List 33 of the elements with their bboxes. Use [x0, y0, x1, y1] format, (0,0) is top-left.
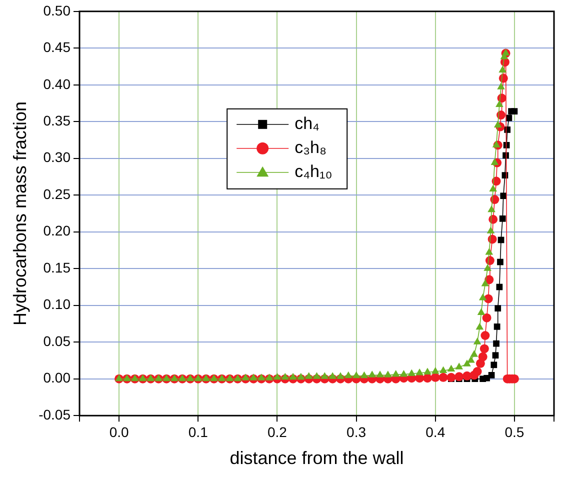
point: [499, 215, 506, 222]
x-tick-label: 0.5: [504, 424, 524, 440]
y-tick-label: 0.45: [43, 39, 71, 56]
x-tick-label: 0.3: [346, 424, 366, 440]
point: [494, 323, 500, 330]
legend-label: c₄h₁₀: [294, 162, 332, 182]
point: [493, 340, 500, 347]
point: [497, 258, 504, 266]
x-tick-label: 0.0: [109, 424, 129, 440]
y-tick-label: 0.10: [43, 296, 71, 312]
y-tick-label: 0.00: [43, 370, 71, 386]
point: [494, 305, 502, 312]
y-tick-label: 0.20: [43, 222, 71, 239]
y-tick-label: 0.05: [43, 332, 71, 349]
y-tick-label: 0.35: [43, 112, 71, 128]
x-tick-label: 0.1: [188, 424, 208, 440]
y-tick-label: 0.50: [43, 2, 71, 18]
y-axis-title: Hydrocarbons mass fraction: [10, 101, 30, 326]
point: [490, 362, 498, 368]
y-tick-label: 0.30: [43, 149, 71, 166]
point: [492, 352, 499, 359]
point: [488, 372, 495, 378]
y-tick-label: 0.15: [43, 259, 71, 276]
legend-label: ch₄: [294, 114, 320, 134]
point: [500, 192, 507, 200]
point: [511, 108, 518, 115]
y-tick-label: 0.25: [43, 186, 71, 202]
x-tick-label: 0.2: [267, 424, 288, 440]
legend-label: c₃h₈: [294, 138, 327, 158]
x-tick-label: 0.4: [426, 424, 446, 440]
y-tick-label: -0.05: [38, 406, 71, 422]
x-axis-title: distance from the wall: [230, 448, 404, 468]
y-tick-label: 0.40: [43, 76, 71, 92]
